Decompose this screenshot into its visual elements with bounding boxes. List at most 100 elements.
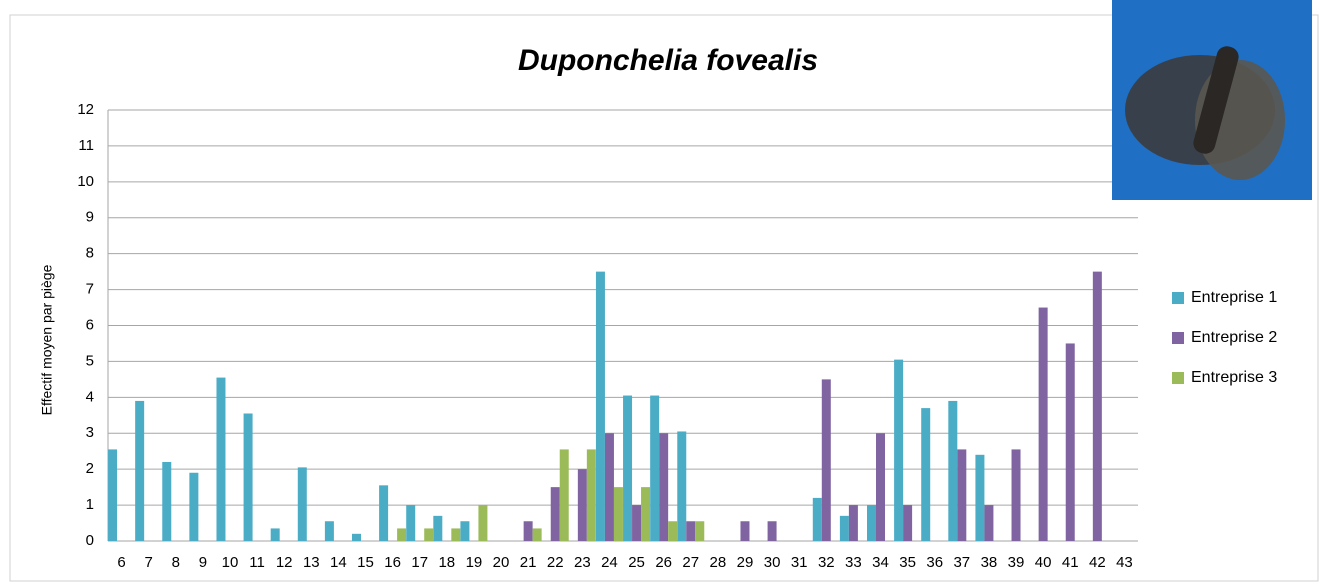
bar — [768, 521, 777, 541]
x-tick-label: 7 — [144, 554, 152, 571]
bar — [451, 528, 460, 541]
legend-label: Entreprise 1 — [1191, 289, 1277, 306]
bar — [478, 505, 487, 541]
y-tick-label: 11 — [78, 137, 94, 154]
bar — [614, 487, 623, 541]
bar — [668, 521, 677, 541]
x-tick-label: 30 — [764, 554, 781, 571]
bar — [551, 487, 560, 541]
bar — [424, 528, 433, 541]
legend-swatch — [1172, 292, 1184, 304]
y-tick-label: 10 — [77, 173, 94, 190]
x-tick-label: 16 — [384, 554, 401, 571]
bar — [325, 521, 334, 541]
x-tick-label: 19 — [466, 554, 483, 571]
bar — [740, 521, 749, 541]
bar — [894, 360, 903, 541]
y-tick-label: 1 — [86, 496, 94, 513]
x-tick-label: 25 — [628, 554, 645, 571]
legend-label: Entreprise 3 — [1191, 369, 1277, 386]
bar — [587, 449, 596, 541]
bar — [876, 433, 885, 541]
bar — [135, 401, 144, 541]
x-tick-label: 43 — [1116, 554, 1133, 571]
photo — [1112, 0, 1312, 200]
bar — [605, 433, 614, 541]
y-tick-label: 6 — [86, 316, 94, 333]
bar — [822, 379, 831, 541]
bar — [686, 521, 695, 541]
bar — [623, 396, 632, 541]
bar — [984, 505, 993, 541]
bar — [298, 467, 307, 541]
x-tick-label: 12 — [276, 554, 293, 571]
x-tick-label: 17 — [411, 554, 428, 571]
y-tick-label: 7 — [86, 281, 94, 298]
x-tick-label: 9 — [199, 554, 207, 571]
x-tick-label: 39 — [1008, 554, 1025, 571]
x-tick-label: 35 — [899, 554, 916, 571]
y-tick-label: 9 — [86, 209, 94, 226]
x-tick-label: 22 — [547, 554, 564, 571]
x-tick-label: 11 — [249, 554, 265, 571]
x-tick-label: 26 — [655, 554, 672, 571]
bar — [957, 449, 966, 541]
y-tick-label: 12 — [77, 101, 94, 118]
x-tick-label: 36 — [926, 554, 943, 571]
bar — [641, 487, 650, 541]
x-tick-label: 13 — [303, 554, 320, 571]
bar — [460, 521, 469, 541]
bar — [244, 413, 253, 541]
bar — [433, 516, 442, 541]
bar — [632, 505, 641, 541]
bar — [867, 505, 876, 541]
x-tick-label: 8 — [172, 554, 180, 571]
x-tick-label: 23 — [574, 554, 591, 571]
x-tick-label: 41 — [1062, 554, 1079, 571]
bar — [578, 469, 587, 541]
bar — [406, 505, 415, 541]
bar — [677, 431, 686, 541]
legend-swatch — [1172, 332, 1184, 344]
x-tick-label: 37 — [953, 554, 970, 571]
x-tick-label: 34 — [872, 554, 889, 571]
x-tick-label: 10 — [222, 554, 239, 571]
y-tick-label: 8 — [86, 245, 94, 262]
bar — [352, 534, 361, 541]
x-tick-label: 6 — [117, 554, 125, 571]
x-tick-label: 31 — [791, 554, 808, 571]
bar — [903, 505, 912, 541]
bar — [189, 473, 198, 541]
bar — [975, 455, 984, 541]
bar — [659, 433, 668, 541]
legend-label: Entreprise 2 — [1191, 329, 1277, 346]
x-tick-label: 15 — [357, 554, 374, 571]
x-tick-label: 33 — [845, 554, 862, 571]
x-tick-label: 29 — [737, 554, 754, 571]
bar — [1093, 272, 1102, 541]
y-tick-label: 0 — [86, 532, 94, 549]
x-tick-label: 14 — [330, 554, 347, 571]
bar — [948, 401, 957, 541]
x-tick-label: 42 — [1089, 554, 1106, 571]
x-tick-label: 24 — [601, 554, 618, 571]
x-tick-label: 28 — [710, 554, 727, 571]
bar — [108, 449, 117, 541]
bar — [524, 521, 533, 541]
x-tick-label: 21 — [520, 554, 537, 571]
bar — [533, 528, 542, 541]
y-tick-label: 3 — [86, 424, 94, 441]
chart: Duponchelia fovealis Effectif moyen par … — [0, 0, 1324, 585]
bar — [921, 408, 930, 541]
bar — [1066, 343, 1075, 541]
y-tick-label: 4 — [86, 388, 94, 405]
y-tick-label: 2 — [86, 460, 94, 477]
bar — [840, 516, 849, 541]
x-tick-label: 32 — [818, 554, 835, 571]
bar — [695, 521, 704, 541]
x-tick-label: 38 — [981, 554, 998, 571]
x-tick-label: 27 — [682, 554, 699, 571]
x-tick-label: 18 — [438, 554, 455, 571]
x-tick-label: 20 — [493, 554, 510, 571]
chart-title: Duponchelia fovealis — [518, 44, 818, 77]
